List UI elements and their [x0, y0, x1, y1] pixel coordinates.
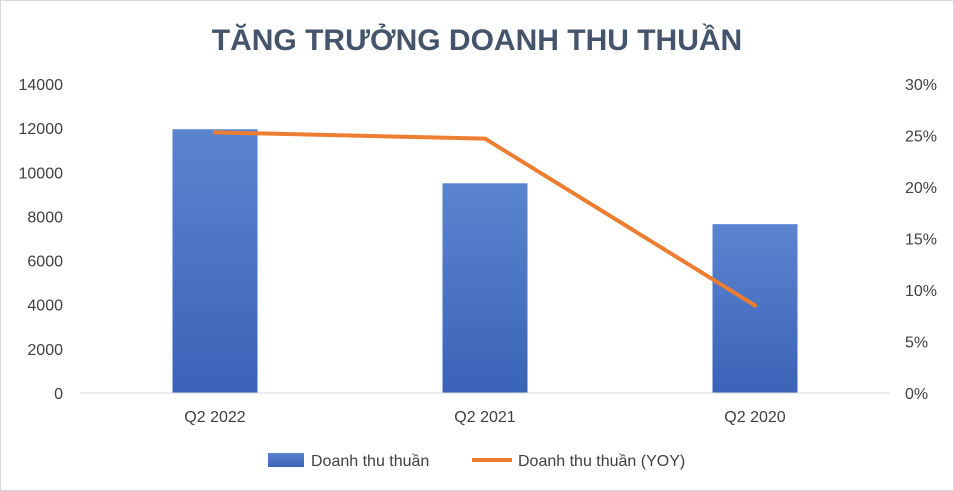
left-tick-label: 12000 — [19, 121, 64, 138]
left-tick-label: 10000 — [19, 165, 64, 182]
yoy-point — [483, 136, 487, 141]
chart-title: TĂNG TRƯỞNG DOANH THU THUẦN — [212, 23, 742, 57]
left-tick-label: 6000 — [27, 254, 63, 271]
yoy-point — [753, 303, 757, 308]
left-tick-label: 14000 — [19, 77, 64, 94]
right-tick-label: 0% — [905, 386, 928, 403]
category-labels: Q2 2022 Q2 2021 Q2 2020 — [184, 409, 785, 426]
left-tick-label: 0 — [54, 386, 63, 403]
right-tick-label: 10% — [905, 283, 937, 300]
right-tick-label: 5% — [905, 335, 928, 352]
right-tick-label: 15% — [905, 232, 937, 249]
legend-line-label: Doanh thu thuần (YOY) — [518, 453, 685, 470]
legend: Doanh thu thuần Doanh thu thuần (YOY) — [268, 453, 685, 470]
category-label: Q2 2020 — [724, 409, 785, 426]
left-tick-label: 4000 — [27, 298, 63, 315]
right-tick-label: 25% — [905, 129, 937, 146]
right-tick-label: 30% — [905, 77, 937, 94]
category-label: Q2 2021 — [454, 409, 515, 426]
bar — [172, 129, 258, 393]
right-tick-label: 20% — [905, 180, 937, 197]
line-series — [213, 130, 757, 308]
left-axis-ticks: 0 2000 4000 6000 8000 10000 12000 14000 — [19, 77, 64, 403]
legend-bar-label: Doanh thu thuần — [311, 453, 429, 470]
right-axis-ticks: 0% 5% 10% 15% 20% 25% 30% — [905, 77, 937, 403]
left-tick-label: 2000 — [27, 342, 63, 359]
bar-series — [172, 129, 798, 393]
left-tick-label: 8000 — [27, 209, 63, 226]
yoy-point — [213, 130, 217, 135]
bar — [442, 183, 528, 393]
category-label: Q2 2022 — [184, 409, 245, 426]
legend-bar-swatch — [268, 453, 304, 467]
bar — [712, 224, 798, 393]
